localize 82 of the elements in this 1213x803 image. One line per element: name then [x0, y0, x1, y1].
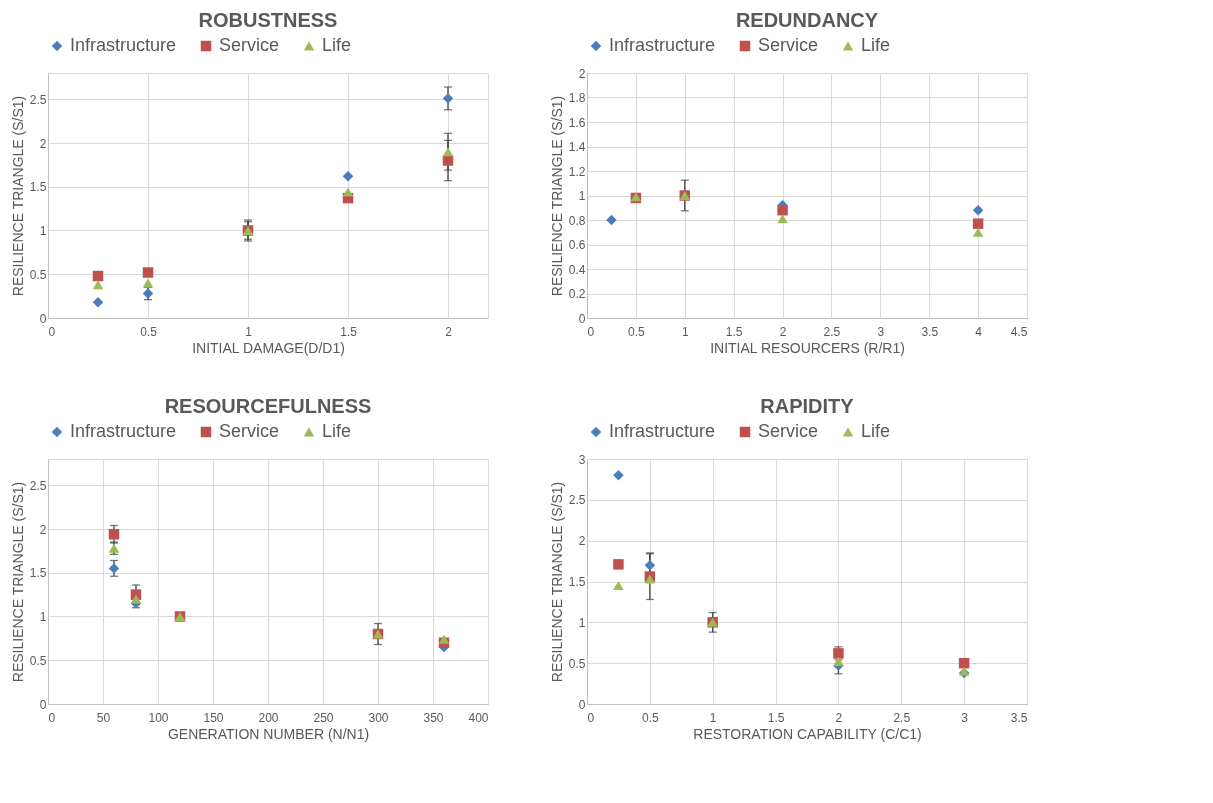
- y-tick-label: 1.4: [568, 140, 586, 154]
- x-axis-title: INITIAL DAMAGE(D/D1): [192, 339, 345, 356]
- legend-label: Life: [322, 35, 352, 55]
- y-tick-label: 0.8: [568, 213, 586, 228]
- x-tick-label: 1.5: [767, 710, 785, 725]
- y-tick-label: 1.8: [568, 91, 586, 105]
- legend-label: Service: [758, 421, 819, 441]
- legend-label: Life: [322, 421, 352, 441]
- x-tick-label: 1.5: [340, 324, 358, 339]
- y-tick-label: 1.5: [29, 566, 47, 581]
- chart-title: RAPIDITY: [760, 395, 855, 417]
- x-tick-label: 100: [148, 710, 169, 725]
- x-tick-label: 1: [709, 710, 717, 725]
- legend-label: Service: [219, 35, 280, 55]
- x-axis-title: INITIAL RESOURCERS (R/R1): [710, 339, 905, 356]
- x-tick-label: 3: [877, 324, 885, 339]
- y-tick-label: 2.5: [568, 493, 586, 508]
- x-tick-label: 150: [203, 710, 224, 725]
- y-tick-label: 0.6: [568, 238, 586, 252]
- y-tick-label: 0: [39, 697, 47, 712]
- y-tick-label: 1.5: [29, 180, 47, 195]
- x-tick-label: 4.5: [1010, 324, 1028, 339]
- x-tick-label: 200: [258, 710, 279, 725]
- y-tick-label: 0.2: [568, 287, 586, 301]
- x-axis-title: GENERATION NUMBER (N/N1): [167, 725, 370, 742]
- chart-title: RESOURCEFULNESS: [164, 395, 372, 417]
- x-tick-label: 1: [245, 324, 253, 339]
- x-tick-label: 50: [96, 710, 111, 725]
- x-axis-title: RESTORATION CAPABILITY (C/C1): [693, 725, 922, 742]
- x-tick-label: 1: [681, 324, 689, 339]
- y-axis-title: RESILIENCE TRIANGLE (S/S1): [548, 481, 565, 683]
- x-tick-label: 4: [975, 324, 983, 339]
- y-tick-label: 0: [39, 311, 47, 326]
- x-tick-label: 3.5: [1010, 710, 1028, 725]
- y-tick-label: 0: [578, 311, 586, 326]
- x-tick-label: 400: [468, 710, 489, 725]
- x-tick-label: 2.5: [893, 710, 911, 725]
- y-tick-label: 2: [39, 522, 47, 537]
- y-axis-title: RESILIENCE TRIANGLE (S/S1): [548, 95, 565, 297]
- x-tick-label: 250: [313, 710, 334, 725]
- x-tick-label: 0.5: [628, 324, 646, 339]
- chart-title: REDUNDANCY: [735, 9, 879, 31]
- x-tick-label: 2: [779, 324, 787, 339]
- y-tick-label: 3: [578, 452, 586, 467]
- x-tick-label: 3: [961, 710, 969, 725]
- y-tick-label: 2.5: [29, 92, 47, 107]
- y-tick-label: 2: [578, 534, 586, 549]
- chart-title: ROBUSTNESS: [198, 9, 338, 31]
- x-tick-label: 1.5: [725, 324, 743, 339]
- x-tick-label: 2.5: [823, 324, 841, 339]
- legend-label: Infrastructure: [70, 421, 177, 441]
- y-tick-label: 1: [39, 224, 47, 238]
- y-tick-label: 0.5: [568, 656, 586, 671]
- x-tick-label: 2: [835, 710, 843, 725]
- y-tick-label: 0.5: [29, 653, 47, 668]
- y-tick-label: 1.2: [568, 164, 586, 179]
- y-tick-label: 1: [578, 189, 586, 203]
- legend-label: Service: [758, 35, 819, 55]
- legend-label: Life: [861, 421, 891, 441]
- x-tick-label: 350: [423, 710, 444, 725]
- y-tick-label: 1: [578, 615, 586, 630]
- y-tick-label: 1: [39, 610, 47, 624]
- legend-label: Infrastructure: [609, 35, 716, 55]
- y-axis-title: RESILIENCE TRIANGLE (S/S1): [9, 95, 26, 297]
- legend-label: Service: [219, 421, 280, 441]
- y-axis-title: RESILIENCE TRIANGLE (S/S1): [9, 481, 26, 683]
- x-tick-label: 0.5: [642, 710, 660, 725]
- x-tick-label: 300: [368, 710, 389, 725]
- y-tick-label: 2.5: [29, 478, 47, 493]
- y-tick-label: 0.5: [29, 267, 47, 282]
- x-tick-label: 2: [445, 324, 453, 339]
- legend-label: Life: [861, 35, 891, 55]
- legend-label: Infrastructure: [70, 35, 177, 55]
- y-tick-label: 0: [578, 697, 586, 712]
- y-tick-label: 1.6: [568, 115, 586, 130]
- y-tick-label: 0.4: [568, 262, 586, 277]
- x-tick-label: 0.5: [140, 324, 158, 339]
- y-tick-label: 1.5: [568, 575, 586, 589]
- y-tick-label: 2: [578, 66, 586, 81]
- legend-label: Infrastructure: [609, 421, 716, 441]
- y-tick-label: 2: [39, 136, 47, 151]
- x-tick-label: 3.5: [921, 324, 939, 339]
